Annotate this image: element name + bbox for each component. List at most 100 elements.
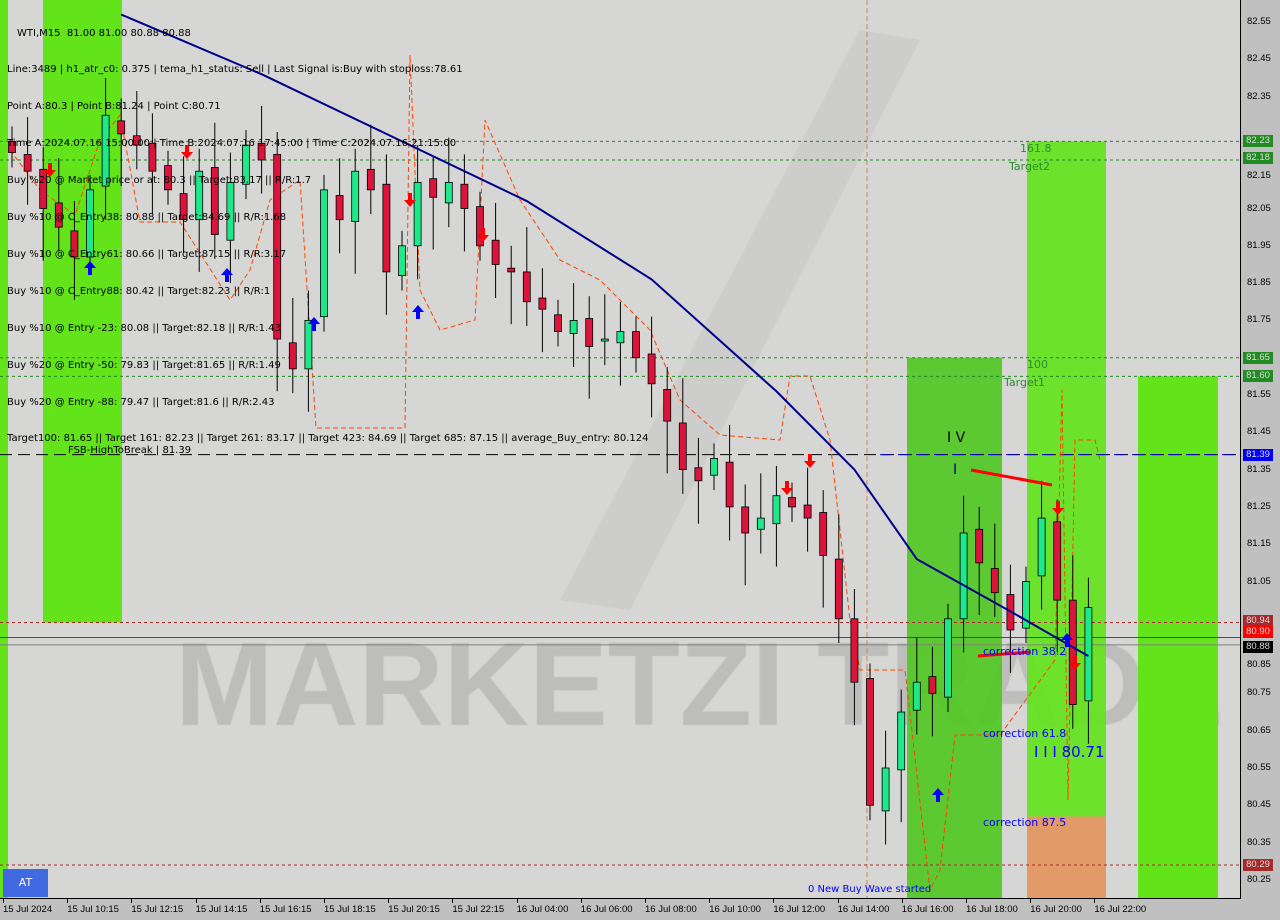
bear-candle — [460, 183, 469, 209]
bear-candle — [1068, 599, 1077, 705]
auto-trading-button[interactable]: AT — [3, 869, 48, 897]
zone-target2 — [1027, 141, 1106, 817]
price-tag: 80.29 — [1243, 858, 1273, 871]
time-tick — [67, 899, 69, 903]
bull-candle — [944, 618, 952, 698]
bull-candle — [242, 144, 250, 185]
bear-candle — [210, 167, 219, 236]
bull-candle — [86, 189, 94, 258]
bear-candle — [725, 461, 734, 508]
bull-candle — [912, 681, 921, 711]
time-tick-label: 16 Jul 18:00 — [966, 904, 1018, 915]
price-tag: 80.94 — [1243, 614, 1273, 627]
bull-candle — [616, 331, 625, 344]
info-line: Buy %20 @ Market price or at: 80.3 || Ta… — [7, 175, 312, 187]
bear-candle — [694, 467, 703, 482]
buy-arrow-icon — [221, 268, 233, 282]
bear-candle — [476, 206, 484, 247]
sell-arrow-icon — [804, 454, 816, 468]
zone-stop — [1027, 816, 1106, 898]
bear-candle — [663, 389, 672, 422]
time-tick — [966, 899, 967, 903]
time-tick-label: 15 Jul 2024 — [3, 904, 53, 915]
buy-arrow-icon — [932, 788, 944, 802]
fsb-label: FSB-HighToBreak | 81.39 — [68, 445, 192, 456]
price-tick-label: 81.45 — [1247, 426, 1271, 438]
bull-candle — [1037, 517, 1046, 577]
bull-candle — [881, 767, 890, 812]
price-tick-label: 80.45 — [1247, 799, 1271, 811]
bear-candle — [335, 195, 344, 221]
bear-candle — [8, 140, 16, 153]
bull-candle — [413, 181, 422, 247]
time-tick-label: 16 Jul 10:00 — [709, 904, 761, 915]
price-tick-label: 82.35 — [1247, 90, 1271, 102]
bear-candle — [1053, 521, 1062, 601]
info-line: Target100: 81.65 || Target 161: 82.23 ||… — [7, 433, 649, 445]
time-tick — [516, 899, 518, 903]
time-tick — [452, 899, 454, 903]
time-tick — [773, 899, 775, 903]
new-wave-label: 0 New Buy Wave started — [808, 884, 932, 895]
wave-resistance-line — [970, 468, 1053, 487]
bear-candle — [507, 267, 516, 273]
bear-candle — [819, 512, 828, 556]
bear-candle — [788, 497, 796, 508]
bear-candle — [148, 142, 157, 172]
info-line: Line:3489 | h1_atr_c0: 0.375 | tema_h1_s… — [7, 64, 463, 76]
chart-area[interactable]: WTI,M15 81.00 81.00 80.88 80.88 Line:348… — [0, 0, 1241, 899]
time-tick-label: 15 Jul 20:15 — [388, 904, 440, 915]
price-tick-label: 81.75 — [1247, 314, 1271, 326]
bull-candle — [600, 338, 609, 342]
price-tick-label: 80.85 — [1247, 659, 1271, 671]
info-line: Buy %20 @ Entry -88: 79.47 || Target:81.… — [7, 396, 275, 408]
wave-support-line — [977, 650, 1031, 658]
price-tag: 80.90 — [1243, 626, 1273, 639]
time-tick-label: 16 Jul 06:00 — [580, 904, 633, 915]
bull-candle — [772, 495, 781, 525]
time-tick — [709, 899, 711, 903]
info-line: Buy %10 @ C_Entry88: 80.42 || Target:82.… — [7, 285, 271, 297]
price-axis[interactable]: 82.55 82.45 82.35 82.15 82.05 81.95 81.85 81.75… — [1241, 0, 1280, 898]
bear-candle — [288, 342, 297, 370]
bear-candle — [491, 239, 500, 265]
bull-candle — [710, 458, 718, 476]
price-tick-label: 81.55 — [1247, 389, 1271, 400]
price-tag: 81.65 — [1243, 351, 1273, 364]
time-tick-label: 16 Jul 14:00 — [837, 904, 890, 915]
time-axis[interactable]: 15 Jul 2024 15 Jul 10:15 15 Jul 12:15 15 Ju… — [0, 899, 1240, 920]
time-tick — [1094, 899, 1096, 903]
bear-candle — [179, 193, 188, 221]
price-tick-label: 80.65 — [1247, 724, 1271, 736]
bull-candle — [226, 181, 235, 241]
time-tick-label: 15 Jul 22:15 — [452, 904, 505, 915]
zone-left — [43, 0, 122, 623]
time-tick — [901, 899, 903, 903]
price-tag: 82.23 — [1243, 135, 1273, 148]
price-tick-label: 81.25 — [1247, 500, 1271, 512]
bear-candle — [23, 154, 32, 172]
bear-candle — [741, 506, 750, 534]
bull-candle — [101, 114, 110, 187]
bull-candle — [1022, 581, 1030, 629]
bear-candle — [554, 314, 562, 332]
price-chart — [0, 0, 1240, 898]
time-tick — [3, 899, 4, 903]
sell-arrow-icon — [44, 163, 56, 177]
time-tick — [324, 899, 325, 903]
bull-candle — [398, 245, 406, 277]
time-tick-label: 16 Jul 16:00 — [901, 904, 954, 915]
time-tick — [388, 899, 390, 903]
time-tick — [259, 899, 261, 903]
zone-left-strip — [0, 0, 8, 898]
time-tick-label: 16 Jul 20:00 — [1030, 904, 1082, 915]
symbol-line: WTI,M15 81.00 81.00 80.88 80.88 — [17, 27, 191, 39]
bear-candle — [850, 618, 859, 683]
info-line: Time A:2024.07.16 15:00:00 | Time B:2024… — [7, 138, 457, 150]
wave-4-label: I V — [947, 430, 966, 446]
bear-candle — [117, 120, 126, 135]
price-tag: 81.60 — [1243, 370, 1273, 383]
sell-arrow-icon — [404, 193, 416, 207]
bear-candle — [928, 676, 937, 694]
bear-candle — [70, 230, 79, 258]
